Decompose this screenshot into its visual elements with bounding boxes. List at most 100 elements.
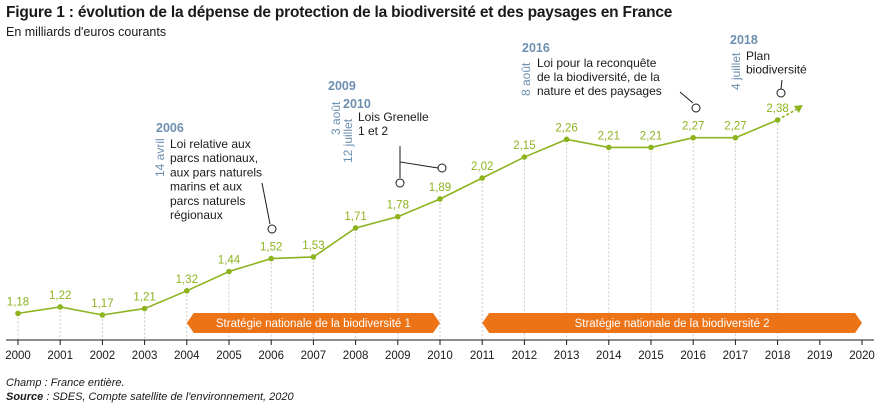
x-tick-label: 2019: [807, 350, 833, 362]
x-tick-label: 2002: [90, 350, 116, 362]
strategy-band-2: [482, 313, 862, 333]
data-point: [15, 310, 21, 317]
data-label: 2,26: [555, 122, 577, 134]
data-label: 2,15: [513, 140, 535, 152]
annotation-text: aux pars naturels: [170, 165, 262, 179]
annotation-year: 2006: [156, 121, 184, 135]
data-label: 1,71: [344, 211, 366, 223]
data-label: 1,53: [302, 240, 324, 252]
annotation-leader: [679, 91, 694, 104]
data-label: 1,78: [387, 200, 409, 212]
data-label: 1,44: [218, 254, 241, 266]
data-point: [690, 134, 696, 141]
data-label: 1,89: [429, 182, 451, 194]
data-label: 1,17: [91, 298, 113, 310]
chart-subtitle: En milliards d'euros courants: [6, 25, 167, 39]
data-point: [57, 304, 63, 310]
trend-arrow-line: [777, 107, 800, 121]
data-point: [141, 305, 148, 312]
strategy-band-label: Stratégie nationale de la biodiversité 2: [575, 318, 770, 330]
x-tick-label: 2007: [301, 350, 327, 362]
annotation-text: nature et des paysages: [537, 84, 662, 98]
data-point: [99, 312, 106, 318]
annotation-marker: [691, 103, 701, 113]
x-tick-label: 2017: [723, 350, 749, 362]
data-point: [310, 254, 317, 260]
annotation-text: Plan: [746, 49, 770, 63]
data-point: [479, 175, 486, 181]
annotation-text: marins et aux: [170, 180, 242, 194]
data-label: 2,21: [598, 130, 620, 142]
x-tick-label: 2012: [512, 350, 538, 362]
data-label: 2,21: [640, 130, 662, 142]
x-tick-label: 2010: [427, 350, 453, 362]
x-tick-label: 2003: [132, 350, 158, 362]
strategy-band-label: Stratégie nationale de la biodiversité 1: [216, 318, 411, 330]
annotation-year: 2018: [730, 33, 758, 47]
data-point: [606, 144, 612, 151]
data-label: 1,18: [7, 296, 29, 308]
annotation-year: 2010: [343, 97, 371, 111]
x-tick-label: 2005: [216, 350, 242, 362]
x-tick-label: 2015: [638, 350, 664, 362]
data-label: 1,21: [133, 292, 155, 304]
x-tick-label: 2006: [258, 350, 284, 362]
chart-notes: Champ : France entière. Source : SDES, C…: [6, 376, 294, 404]
data-point: [774, 117, 781, 123]
annotation-date: 8 août: [519, 62, 533, 96]
x-tick-label: 2008: [343, 350, 369, 362]
annotation-text: Lois Grenelle: [358, 110, 429, 124]
data-label: 2,27: [724, 121, 746, 133]
x-tick-label: 2013: [554, 350, 580, 362]
annotation-date: 12 juillet: [341, 118, 355, 163]
data-label: 1,52: [260, 242, 282, 254]
data-point: [352, 225, 359, 231]
annotation-text: de la biodiversité, de la: [537, 70, 660, 84]
champ-note: Champ : France entière.: [6, 377, 125, 389]
annotation-leader: [780, 79, 783, 90]
data-label: 2,38: [766, 103, 788, 115]
annotation-date: 14 avril: [153, 138, 167, 177]
x-tick-label: 2004: [174, 350, 200, 362]
trend-arrow-head: [793, 105, 803, 113]
data-point: [521, 154, 528, 160]
data-label: 2,02: [471, 161, 493, 173]
annotation-leader: [399, 146, 439, 169]
annotation-leader: [261, 182, 271, 225]
annotation-text: régionaux: [170, 208, 223, 222]
annotation-year: 2009: [328, 79, 356, 93]
annotation-marker: [776, 88, 786, 98]
annotation-text: 1 et 2: [358, 124, 388, 138]
x-tick-label: 2011: [470, 350, 495, 362]
data-point: [648, 144, 654, 151]
data-label: 2,27: [682, 121, 704, 133]
annotation-text: parcs naturels: [170, 194, 245, 208]
annotation-text: biodiversité: [746, 63, 807, 77]
source-label: Source: [6, 391, 44, 403]
annotation-year: 2016: [522, 41, 550, 55]
chart-title: Figure 1 : évolution de la dépense de pr…: [6, 4, 673, 21]
annotation-text: Loi relative aux: [170, 137, 251, 151]
x-tick-label: 2009: [385, 350, 411, 362]
x-tick-label: 2016: [680, 350, 706, 362]
x-tick-label: 2001: [47, 350, 73, 362]
data-point: [226, 268, 232, 275]
x-tick-label: 2014: [596, 350, 622, 362]
source-note: Source : SDES, Compte satellite de l'env…: [6, 390, 294, 404]
data-label: 1,22: [49, 290, 71, 302]
annotation-marker: [437, 163, 447, 173]
data-point: [395, 213, 401, 220]
annotation-text: Loi pour la reconquête: [537, 56, 657, 70]
annotation-date: 4 juillet: [729, 52, 743, 90]
data-point: [563, 136, 570, 143]
x-tick-label: 2000: [5, 350, 31, 362]
data-label: 1,32: [176, 274, 198, 286]
x-tick-label: 2018: [765, 350, 791, 362]
data-point: [732, 134, 739, 141]
x-tick-label: 2020: [849, 350, 875, 362]
data-point: [268, 255, 275, 262]
data-point: [437, 196, 443, 202]
annotation-text: parcs nationaux,: [170, 151, 258, 165]
annotation-date: 3 août: [329, 101, 343, 135]
